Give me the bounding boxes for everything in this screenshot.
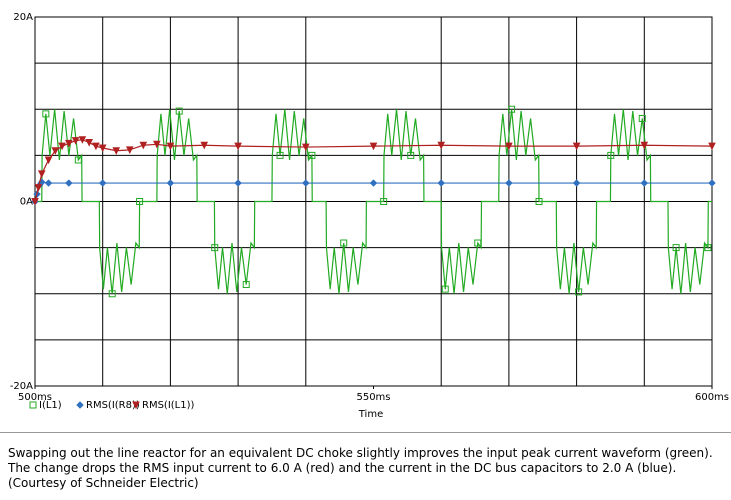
series-marker xyxy=(437,179,445,187)
legend-label: I(L1) xyxy=(39,400,62,411)
series-marker xyxy=(42,110,50,118)
series-marker xyxy=(607,151,615,159)
series-marker xyxy=(136,198,144,205)
y-tick-label: -20A xyxy=(10,381,33,392)
series-marker xyxy=(112,147,121,155)
series-marker xyxy=(51,147,60,155)
series-marker xyxy=(276,151,284,159)
series-marker xyxy=(369,179,378,187)
series-marker xyxy=(708,179,716,187)
series-marker xyxy=(535,198,543,205)
legend-marker xyxy=(29,401,37,409)
series-marker xyxy=(242,281,250,289)
series-marker xyxy=(34,184,43,192)
series-marker xyxy=(340,239,348,247)
series-marker xyxy=(672,244,680,252)
series-marker xyxy=(37,170,46,178)
series-marker xyxy=(508,105,516,113)
divider xyxy=(0,432,731,433)
series-marker xyxy=(65,139,73,148)
series-marker xyxy=(369,142,378,151)
series-marker xyxy=(166,179,175,187)
series-marker xyxy=(58,142,66,151)
series-marker xyxy=(125,146,134,154)
series-marker xyxy=(65,179,73,187)
series-marker xyxy=(234,142,242,151)
series-marker xyxy=(71,137,80,145)
series-marker xyxy=(98,144,107,153)
series-marker xyxy=(301,143,310,152)
series-marker xyxy=(505,142,513,151)
series-marker xyxy=(505,179,513,187)
series-marker xyxy=(78,136,87,144)
legend-marker xyxy=(132,401,140,410)
x-tick-label: 550ms xyxy=(356,392,390,403)
series-marker xyxy=(572,179,581,187)
series-marker xyxy=(437,141,446,150)
caption: Swapping out the line reactor for an equ… xyxy=(8,446,713,490)
legend-marker xyxy=(76,401,84,409)
series-marker xyxy=(708,142,716,151)
legend-label: RMS(I(L1)) xyxy=(142,400,195,411)
series-marker xyxy=(575,288,583,296)
series-marker xyxy=(704,244,712,252)
y-tick-label: 20A xyxy=(13,12,33,23)
series-marker xyxy=(211,244,219,252)
series-marker xyxy=(31,198,39,206)
series-marker xyxy=(44,156,53,165)
series-marker xyxy=(234,179,242,187)
series-marker xyxy=(302,179,310,187)
series-marker xyxy=(108,290,116,298)
series-marker xyxy=(308,151,316,159)
series-marker xyxy=(380,198,388,205)
series-marker xyxy=(74,156,82,164)
legend-label: RMS(I(R8)) xyxy=(86,400,140,411)
series-marker xyxy=(640,179,649,187)
series-marker xyxy=(175,107,183,115)
x-tick-label: 600ms xyxy=(695,392,729,403)
series-marker xyxy=(200,141,209,150)
series-marker xyxy=(92,142,100,151)
series-marker xyxy=(44,179,53,187)
series-marker xyxy=(85,138,93,147)
x-tick-label: 500ms xyxy=(18,392,52,403)
series-marker xyxy=(98,179,107,187)
y-tick-label: 0A xyxy=(20,197,33,208)
series-marker xyxy=(166,142,175,151)
series-marker xyxy=(441,285,449,293)
series-marker xyxy=(407,151,415,159)
x-axis-label: Time xyxy=(358,409,383,420)
series-marker xyxy=(474,239,482,247)
series-marker xyxy=(640,141,649,150)
series-marker xyxy=(638,114,646,122)
series-marker xyxy=(139,141,148,150)
series-marker xyxy=(572,142,581,151)
series-marker xyxy=(153,140,161,149)
